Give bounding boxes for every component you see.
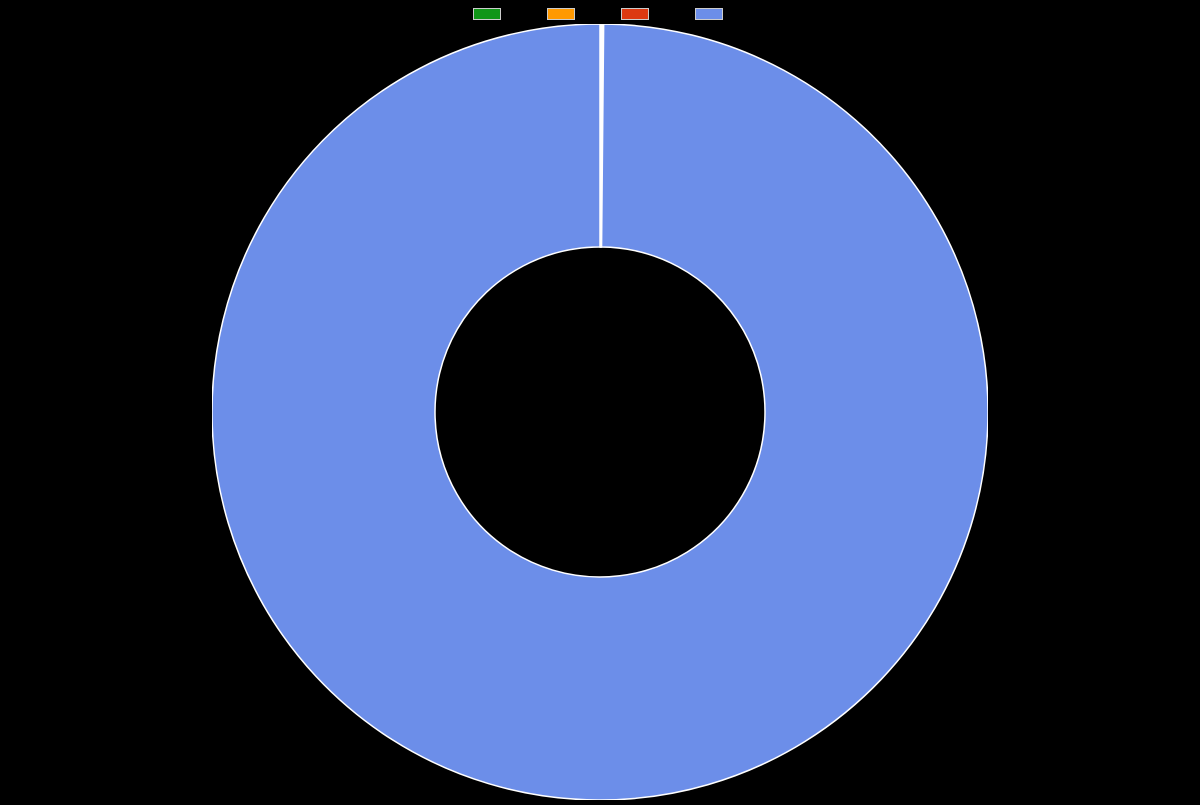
legend-item-3[interactable] — [695, 8, 727, 20]
legend-item-0[interactable] — [473, 8, 505, 20]
donut-svg — [212, 24, 988, 800]
legend-swatch-3 — [695, 8, 723, 20]
chart-legend — [473, 8, 727, 20]
legend-item-2[interactable] — [621, 8, 653, 20]
legend-item-1[interactable] — [547, 8, 579, 20]
legend-swatch-0 — [473, 8, 501, 20]
legend-swatch-2 — [621, 8, 649, 20]
donut-chart — [212, 24, 988, 800]
legend-swatch-1 — [547, 8, 575, 20]
donut-slice-3[interactable] — [212, 24, 988, 800]
